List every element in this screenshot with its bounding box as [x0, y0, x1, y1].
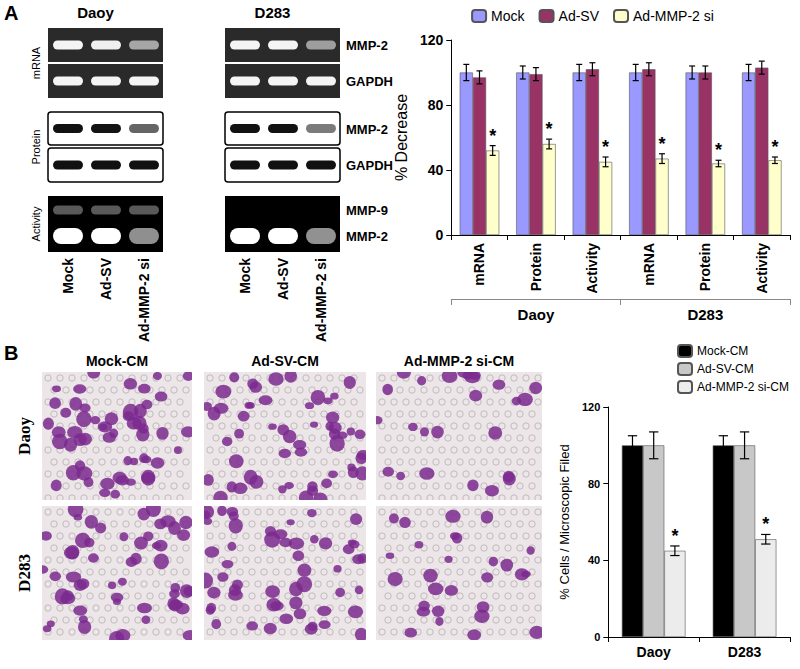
- svg-text:Ad-SV: Ad-SV: [275, 257, 291, 300]
- svg-text:D283: D283: [687, 306, 723, 323]
- svg-text:D283: D283: [728, 644, 762, 660]
- svg-text:40: 40: [428, 162, 444, 178]
- svg-text:*: *: [546, 119, 553, 139]
- svg-text:40: 40: [588, 554, 600, 566]
- svg-text:Protein: Protein: [697, 243, 713, 291]
- svg-text:Mock: Mock: [491, 8, 525, 24]
- svg-text:*: *: [671, 526, 678, 546]
- svg-text:Ad-SV: Ad-SV: [98, 257, 114, 300]
- svg-text:120: 120: [420, 32, 444, 48]
- svg-text:D283: D283: [255, 4, 291, 21]
- svg-text:*: *: [771, 137, 778, 157]
- svg-text:*: *: [489, 126, 496, 146]
- svg-text:Mock: Mock: [60, 258, 76, 294]
- svg-text:MMP-2: MMP-2: [346, 122, 388, 137]
- svg-text:120: 120: [582, 401, 600, 413]
- svg-text:Activity: Activity: [30, 206, 42, 241]
- svg-text:Daoy: Daoy: [77, 4, 114, 21]
- svg-text:Activity: Activity: [754, 243, 770, 294]
- svg-text:Daoy: Daoy: [637, 644, 671, 660]
- svg-text:Ad-MMP-2 si: Ad-MMP-2 si: [633, 8, 714, 24]
- svg-text:80: 80: [588, 478, 600, 490]
- svg-text:*: *: [659, 134, 666, 154]
- svg-text:D283: D283: [15, 554, 34, 592]
- svg-text:Activity: Activity: [584, 243, 600, 294]
- svg-text:0: 0: [435, 227, 443, 243]
- svg-text:Ad-MMP-2 si: Ad-MMP-2 si: [136, 258, 152, 342]
- svg-text:Ad-SV: Ad-SV: [559, 8, 600, 24]
- svg-text:mRNA: mRNA: [471, 243, 487, 286]
- svg-text:Mock-CM: Mock-CM: [86, 353, 148, 369]
- svg-text:% Decrease: % Decrease: [393, 94, 410, 181]
- svg-text:80: 80: [428, 97, 444, 113]
- svg-text:Daoy: Daoy: [518, 306, 555, 323]
- svg-text:*: *: [602, 137, 609, 157]
- svg-text:Protein: Protein: [528, 243, 544, 291]
- svg-text:MMP-2: MMP-2: [346, 38, 388, 53]
- svg-text:*: *: [762, 514, 769, 534]
- svg-text:mRNA: mRNA: [30, 46, 42, 79]
- svg-text:MMP-2: MMP-2: [346, 229, 388, 244]
- svg-text:A: A: [4, 2, 18, 24]
- svg-text:Mock: Mock: [237, 258, 253, 294]
- svg-text:Ad-MMP-2 si-CM: Ad-MMP-2 si-CM: [697, 380, 789, 394]
- svg-text:MMP-9: MMP-9: [346, 203, 388, 218]
- svg-text:Mock-CM: Mock-CM: [697, 344, 748, 358]
- svg-text:% Cells / Microscopic Filed: % Cells / Microscopic Filed: [557, 444, 572, 599]
- svg-text:Ad-SV-CM: Ad-SV-CM: [697, 362, 754, 376]
- svg-text:0: 0: [594, 631, 600, 643]
- svg-text:B: B: [4, 342, 18, 364]
- svg-text:mRNA: mRNA: [641, 243, 657, 286]
- svg-text:GAPDH: GAPDH: [346, 74, 393, 89]
- svg-text:Daoy: Daoy: [15, 417, 34, 455]
- svg-text:GAPDH: GAPDH: [346, 158, 393, 173]
- svg-text:*: *: [715, 140, 722, 160]
- svg-text:Ad-SV-CM: Ad-SV-CM: [251, 353, 319, 369]
- svg-text:Ad-MMP-2 si: Ad-MMP-2 si: [313, 258, 329, 342]
- svg-text:Protein: Protein: [30, 130, 42, 165]
- svg-text:Ad-MMP-2 si-CM: Ad-MMP-2 si-CM: [404, 353, 514, 369]
